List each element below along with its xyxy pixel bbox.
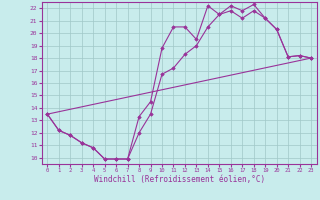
X-axis label: Windchill (Refroidissement éolien,°C): Windchill (Refroidissement éolien,°C) <box>94 175 265 184</box>
